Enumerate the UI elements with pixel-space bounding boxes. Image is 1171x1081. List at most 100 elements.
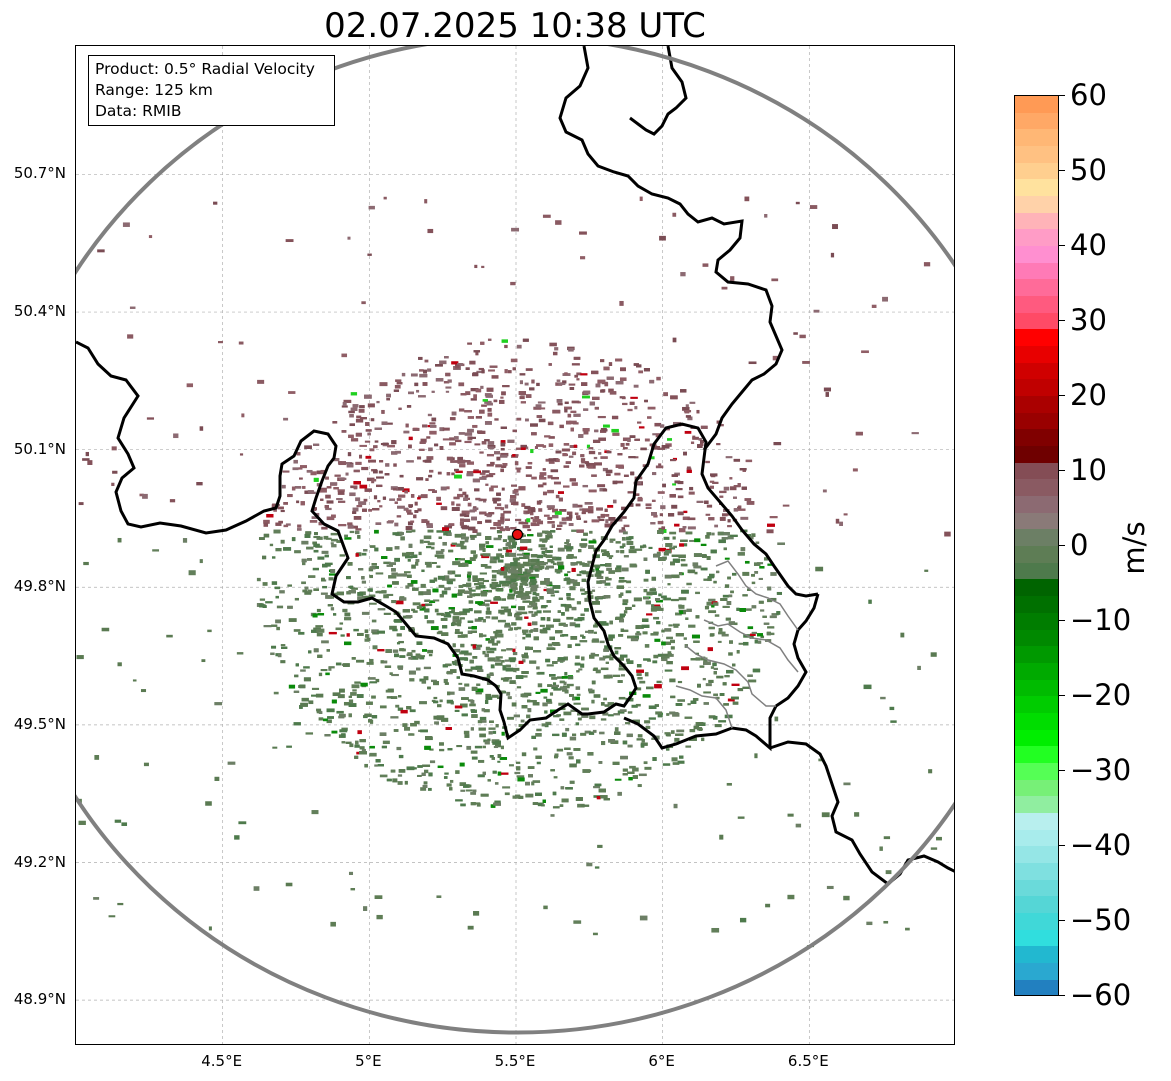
gridlines <box>76 46 954 1044</box>
velocity-echo <box>297 524 302 528</box>
velocity-echo <box>486 545 494 548</box>
velocity-echo <box>381 745 387 749</box>
velocity-echo <box>566 516 571 519</box>
velocity-echo <box>670 695 676 699</box>
velocity-echo <box>394 557 400 562</box>
velocity-echo <box>495 724 499 728</box>
velocity-echo <box>503 566 511 570</box>
velocity-echo <box>654 704 660 707</box>
velocity-echo <box>553 776 558 779</box>
velocity-echo <box>552 585 561 589</box>
velocity-echo <box>269 543 274 547</box>
velocity-echo <box>426 456 434 460</box>
velocity-echo <box>558 622 566 626</box>
velocity-echo <box>658 463 662 467</box>
velocity-echo <box>446 691 451 696</box>
velocity-echo <box>332 421 338 424</box>
velocity-echo <box>655 433 661 438</box>
velocity-echo <box>320 498 324 501</box>
velocity-echo <box>392 532 400 536</box>
velocity-echo <box>372 645 378 650</box>
velocity-echo <box>512 557 520 561</box>
velocity-echo <box>599 731 605 735</box>
velocity-echo <box>639 680 646 684</box>
velocity-echo <box>458 682 463 685</box>
velocity-echo <box>389 498 396 501</box>
velocity-echo <box>737 483 741 487</box>
velocity-echo <box>514 454 519 457</box>
velocity-echo <box>359 444 367 447</box>
velocity-echo <box>499 580 507 585</box>
velocity-echo <box>725 456 733 459</box>
velocity-echo <box>547 684 553 687</box>
velocity-echo <box>451 472 455 476</box>
velocity-echo <box>602 488 608 492</box>
velocity-echo <box>581 656 585 661</box>
velocity-echo <box>466 461 475 465</box>
velocity-echo <box>681 666 690 671</box>
velocity-echo <box>651 604 655 608</box>
velocity-echo <box>473 593 481 597</box>
velocity-echo <box>455 470 463 474</box>
velocity-echo <box>540 688 548 693</box>
velocity-echo <box>684 716 693 719</box>
velocity-echo <box>572 451 577 456</box>
velocity-echo <box>574 374 579 378</box>
velocity-echo <box>516 576 524 580</box>
velocity-echo <box>445 663 451 667</box>
velocity-echo <box>658 547 666 552</box>
velocity-echo <box>520 539 528 544</box>
velocity-echo <box>429 600 436 604</box>
velocity-echo <box>655 598 660 601</box>
velocity-echo <box>622 599 629 603</box>
velocity-echo <box>494 506 502 510</box>
velocity-echo <box>490 527 496 530</box>
velocity-echo <box>776 611 781 615</box>
velocity-echo <box>645 600 651 605</box>
velocity-echo <box>500 513 505 517</box>
velocity-echo <box>547 521 555 524</box>
velocity-echo <box>641 624 650 628</box>
velocity-echo <box>330 532 338 536</box>
velocity-echo <box>557 491 564 494</box>
velocity-echo <box>534 446 538 449</box>
velocity-echo <box>574 623 581 628</box>
velocity-echo <box>431 417 437 422</box>
velocity-echo <box>339 729 348 733</box>
velocity-echo <box>677 760 685 764</box>
velocity-echo <box>616 517 623 522</box>
velocity-echo <box>577 549 582 553</box>
velocity-echo <box>313 543 320 548</box>
velocity-echo <box>388 575 397 579</box>
velocity-echo <box>450 543 456 547</box>
velocity-echo <box>317 556 325 560</box>
velocity-echo <box>375 572 384 575</box>
velocity-echo <box>337 500 346 503</box>
velocity-echo <box>541 550 546 555</box>
velocity-echo <box>427 368 432 372</box>
velocity-echo <box>365 634 369 638</box>
velocity-echo <box>566 549 572 552</box>
velocity-echo <box>533 627 539 632</box>
velocity-echo <box>384 665 392 668</box>
velocity-echo <box>726 513 732 516</box>
velocity-echo <box>719 490 727 494</box>
velocity-echo <box>559 521 567 525</box>
velocity-echo <box>535 593 540 597</box>
velocity-echo <box>463 784 470 788</box>
velocity-echo <box>737 505 742 508</box>
velocity-echo <box>715 696 720 700</box>
velocity-echo <box>581 511 586 515</box>
velocity-echo <box>375 759 381 763</box>
velocity-echo <box>552 409 561 414</box>
velocity-echo <box>657 520 664 525</box>
velocity-echo <box>371 695 376 699</box>
velocity-echo <box>711 532 715 536</box>
velocity-echo <box>545 658 551 663</box>
velocity-echo <box>499 528 506 532</box>
velocity-echo <box>559 680 565 684</box>
velocity-echo <box>311 687 320 690</box>
velocity-echo <box>494 782 499 785</box>
velocity-echo <box>380 660 384 664</box>
velocity-echo <box>522 571 531 575</box>
